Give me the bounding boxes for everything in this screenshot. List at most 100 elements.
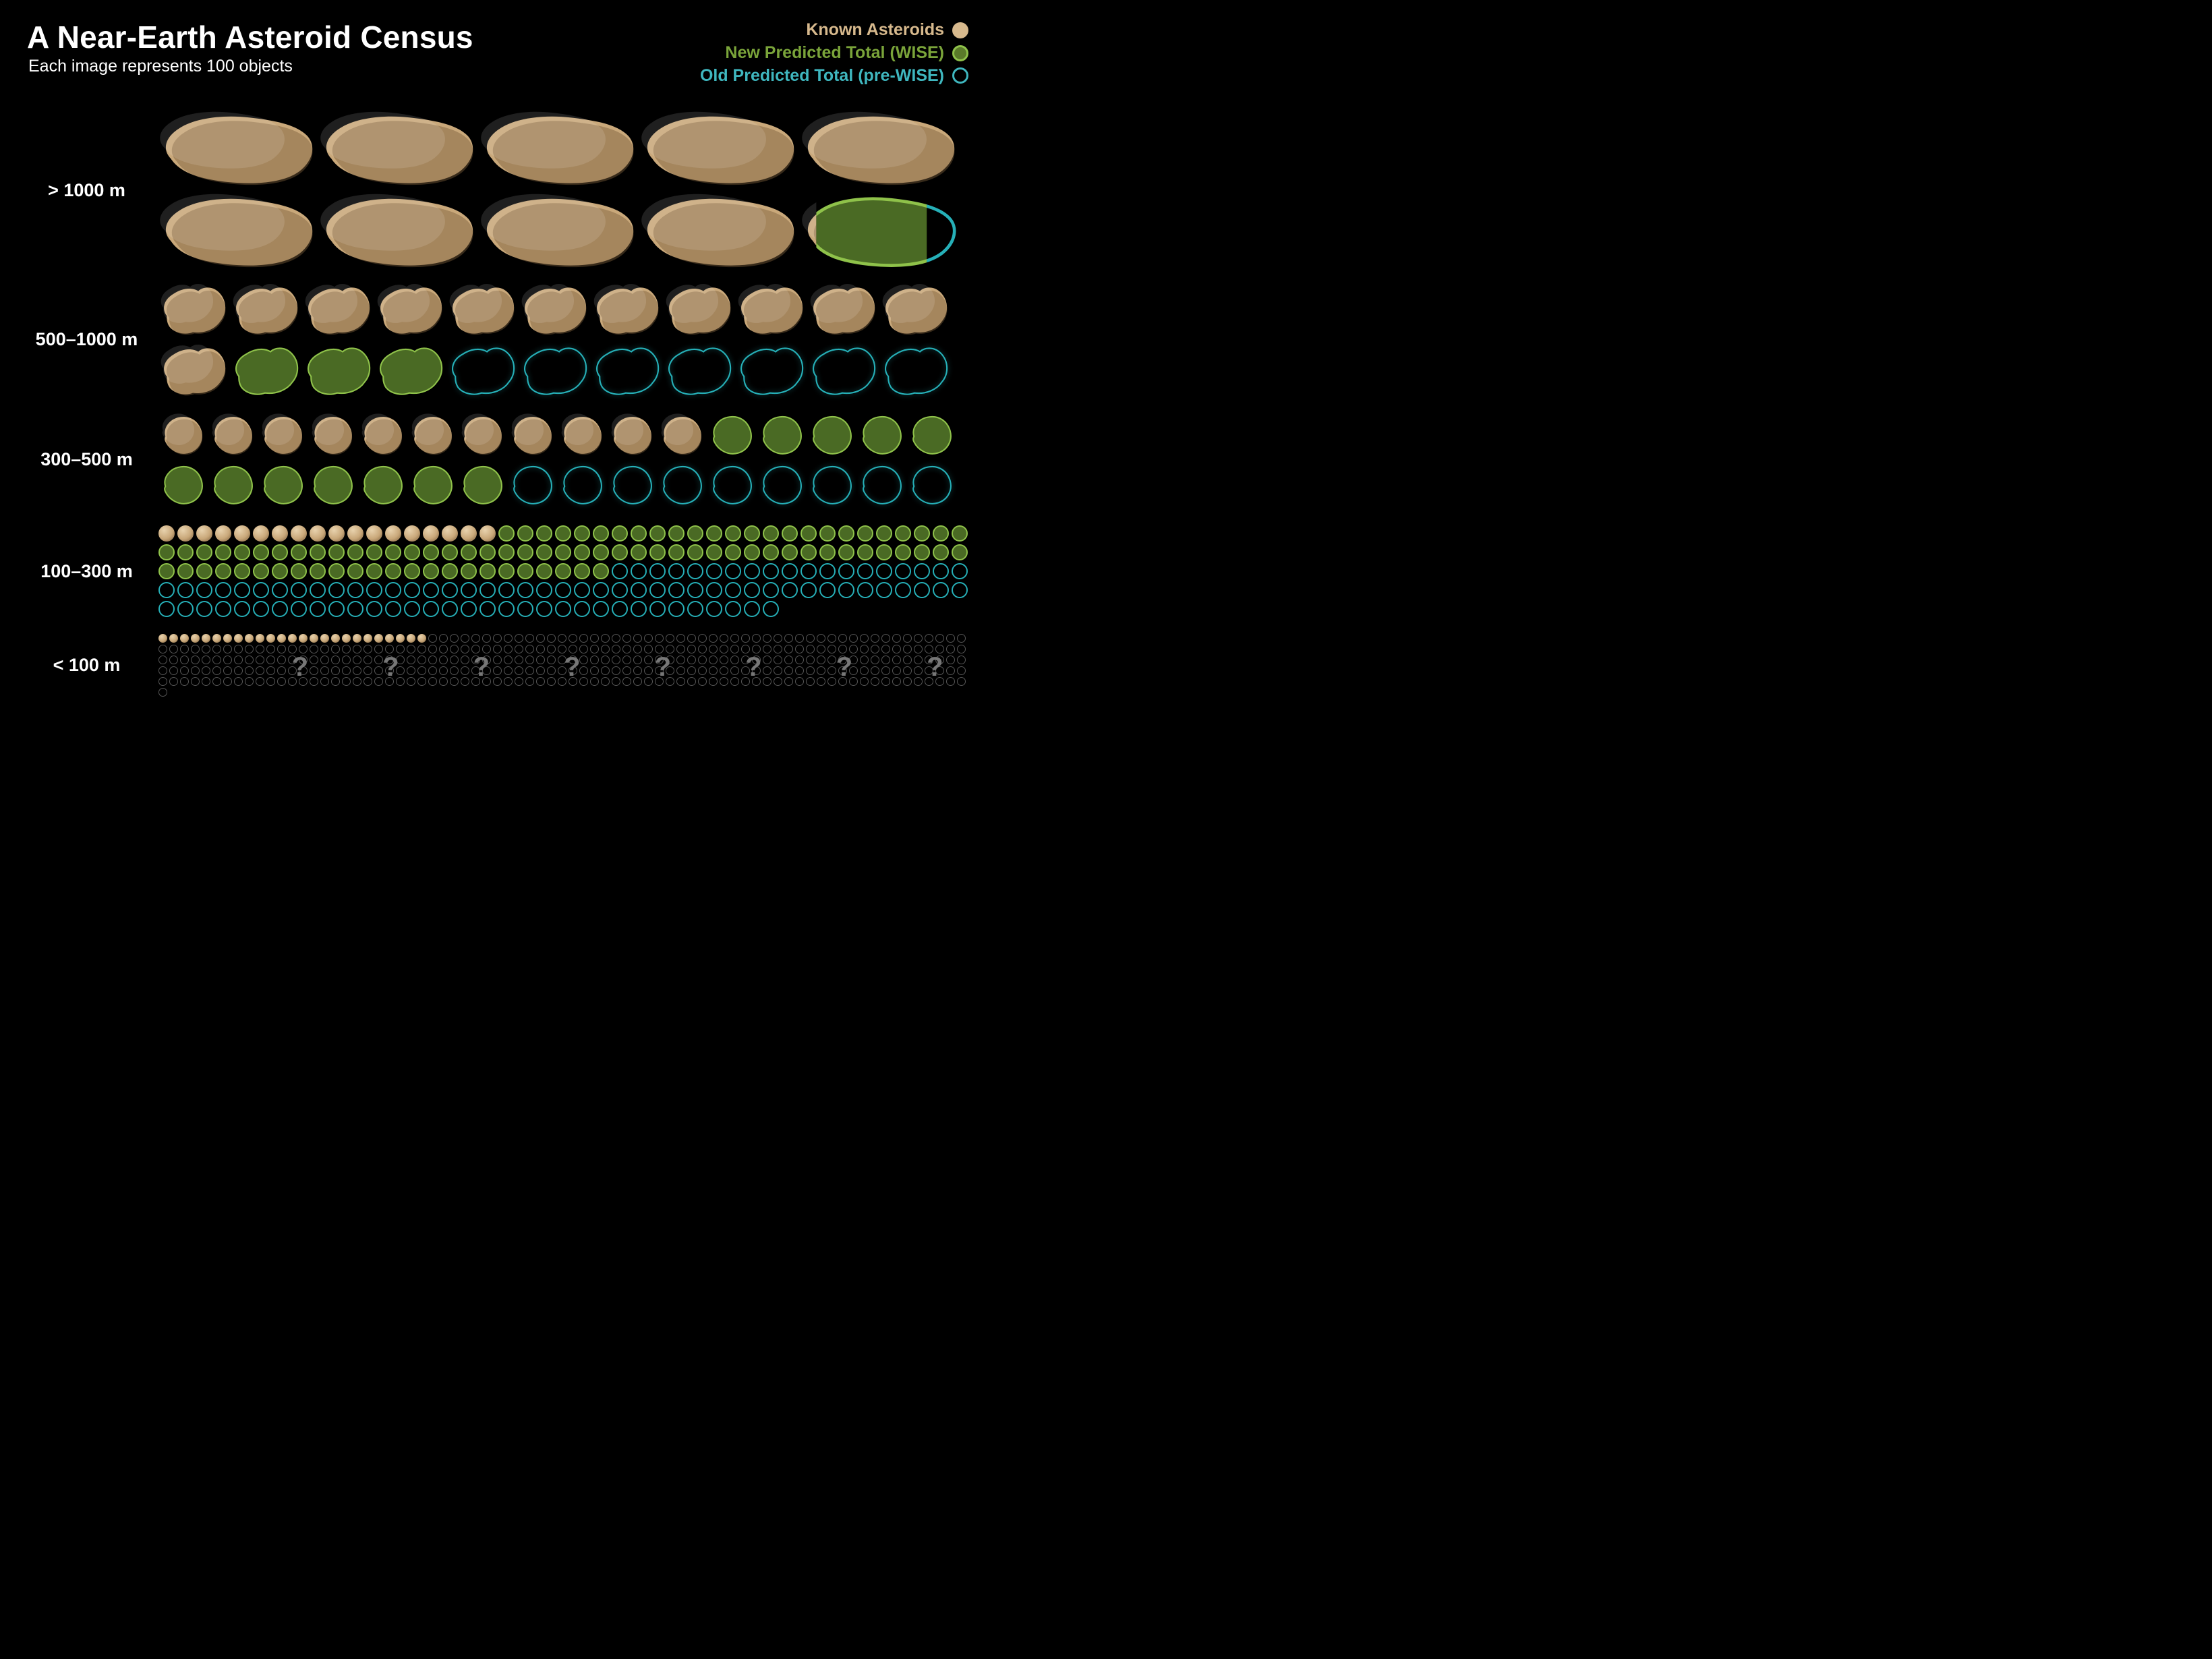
unknown-dot — [525, 677, 534, 686]
unknown-dot — [320, 656, 329, 664]
unknown-dot — [374, 645, 383, 653]
unknown-dot — [655, 677, 664, 686]
unknown-dot — [903, 656, 912, 664]
unknown-dot — [720, 677, 728, 686]
wise-icon — [536, 544, 552, 560]
unknown-dot — [407, 656, 415, 664]
unknown-dot — [806, 634, 815, 643]
wise-icon — [687, 525, 703, 542]
known-icon — [158, 525, 175, 542]
unknown-dot — [158, 688, 167, 697]
known-icon — [328, 525, 345, 542]
unknown-dot — [860, 645, 869, 653]
known-icon — [310, 525, 326, 542]
wise-icon — [498, 525, 515, 542]
unknown-dot — [698, 645, 707, 653]
unknown-dot — [730, 666, 739, 675]
unknown-dot — [245, 677, 254, 686]
unknown-dot — [709, 656, 718, 664]
prewise-icon — [668, 601, 685, 617]
wise-icon — [177, 563, 194, 579]
unknown-dot — [461, 666, 469, 675]
known-icon — [479, 525, 496, 542]
unknown-dot — [202, 666, 210, 675]
unknown-dot — [223, 666, 232, 675]
asteroid-known-icon — [303, 281, 374, 337]
wise-icon — [272, 563, 288, 579]
unknown-dot — [601, 666, 610, 675]
unknown-dot — [666, 677, 674, 686]
prewise-icon — [385, 601, 401, 617]
unknown-dot — [871, 656, 879, 664]
unknown-dot — [515, 656, 523, 664]
asteroid-known-icon — [208, 411, 256, 457]
size-row-1: 500–1000 m — [27, 274, 968, 404]
legend-swatch — [952, 67, 968, 84]
prewise-icon — [442, 582, 458, 598]
unknown-dot — [299, 645, 308, 653]
wise-icon — [612, 525, 628, 542]
known-dot — [396, 634, 405, 643]
unknown-dot — [536, 656, 545, 664]
asteroid-wise-icon — [907, 411, 954, 457]
prewise-icon — [404, 582, 420, 598]
asteroid-known-icon — [158, 342, 230, 397]
unknown-dot — [730, 656, 739, 664]
unknown-dot — [212, 677, 221, 686]
known-dot — [169, 634, 178, 643]
unknown-dot — [871, 677, 879, 686]
unknown-dot — [331, 666, 340, 675]
wise-icon — [404, 544, 420, 560]
wise-icon — [876, 544, 892, 560]
unknown-dot — [925, 666, 933, 675]
unknown-dot — [180, 645, 189, 653]
unknown-dot — [741, 645, 750, 653]
unknown-dot — [676, 634, 685, 643]
prewise-icon — [612, 563, 628, 579]
asteroid-wise-icon — [303, 342, 374, 397]
prewise-icon — [593, 601, 609, 617]
prewise-icon — [574, 601, 590, 617]
unknown-dot — [601, 634, 610, 643]
asteroid-prewise-icon — [658, 461, 705, 507]
unknown-dot — [212, 645, 221, 653]
wise-icon — [782, 525, 798, 542]
unknown-dot — [860, 656, 869, 664]
unknown-dot — [752, 666, 761, 675]
row-label: 100–300 m — [27, 561, 158, 582]
legend-label: New Predicted Total (WISE) — [725, 42, 944, 65]
known-icon — [291, 525, 307, 542]
unknown-dot — [590, 656, 599, 664]
prewise-icon — [914, 582, 930, 598]
known-icon — [196, 525, 212, 542]
unknown-dot — [558, 645, 566, 653]
unknown-dot — [407, 645, 415, 653]
wise-icon — [593, 563, 609, 579]
unknown-dot — [892, 634, 901, 643]
prewise-icon — [763, 601, 779, 617]
known-icon — [423, 525, 439, 542]
prewise-icon — [385, 582, 401, 598]
unknown-dot — [245, 656, 254, 664]
unknown-dot — [439, 677, 448, 686]
unknown-dot — [579, 656, 588, 664]
prewise-icon — [328, 582, 345, 598]
unknown-dot — [277, 666, 286, 675]
wise-icon — [763, 525, 779, 542]
wise-icon — [291, 544, 307, 560]
prewise-icon — [952, 563, 968, 579]
unknown-dot — [709, 666, 718, 675]
asteroid-wise-icon — [857, 411, 904, 457]
unknown-dot — [158, 656, 167, 664]
unknown-dot — [450, 645, 459, 653]
known-dot — [385, 634, 394, 643]
unknown-dot — [504, 645, 513, 653]
unknown-dot — [450, 656, 459, 664]
unknown-dot — [202, 645, 210, 653]
row-icons — [158, 411, 968, 507]
asteroid-known-icon — [519, 281, 591, 337]
unknown-dot — [234, 656, 243, 664]
size-row-0: > 1000 m — [27, 106, 968, 274]
unknown-dot — [579, 634, 588, 643]
unknown-dot — [525, 645, 534, 653]
